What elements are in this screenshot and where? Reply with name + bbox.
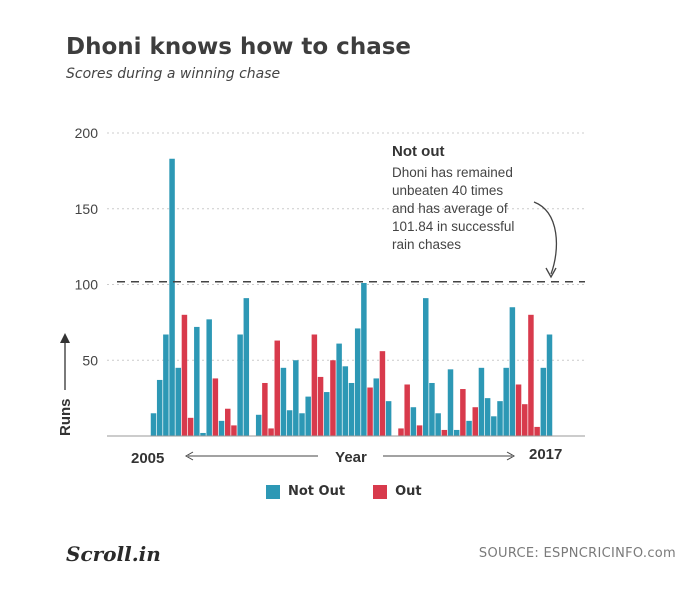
bar-15 xyxy=(243,298,250,436)
bar-35 xyxy=(367,387,373,436)
bar-61 xyxy=(528,314,534,436)
y-tick-labels: 50 100 150 200 xyxy=(75,125,99,368)
bar-7 xyxy=(194,326,200,436)
bar-55 xyxy=(491,416,497,436)
bar-25 xyxy=(305,396,311,436)
bar-53 xyxy=(478,367,485,436)
bar-layer xyxy=(150,158,553,437)
annotation-title: Not out xyxy=(392,143,444,160)
brand-logo: Scroll.in xyxy=(66,542,161,566)
legend-swatch-not-out xyxy=(266,484,280,499)
bar-20 xyxy=(274,340,280,436)
bar-28 xyxy=(324,392,330,436)
bar-8 xyxy=(200,432,206,436)
bar-29 xyxy=(330,360,336,436)
bar-52 xyxy=(472,407,478,436)
bar-0 xyxy=(150,413,157,436)
legend-swatch-out xyxy=(373,484,388,499)
source-note: SOURCE: ESPNCRICINFO.com xyxy=(478,546,676,561)
bar-63 xyxy=(540,367,547,436)
bar-47 xyxy=(441,429,448,436)
bar-36 xyxy=(373,378,379,436)
y-axis-arrowhead xyxy=(60,333,70,343)
y-tick-label-200: 200 xyxy=(75,125,99,141)
legend-label-not-out: Not Out xyxy=(288,484,346,499)
bar-37 xyxy=(379,351,386,436)
annotation-line-4: 101.84 in successful xyxy=(392,219,514,234)
x-axis-arrowhead-left xyxy=(184,451,194,461)
bar-48 xyxy=(447,369,454,436)
bar-59 xyxy=(515,384,522,436)
y-tick-label-50: 50 xyxy=(82,352,98,368)
y-tick-label-100: 100 xyxy=(75,277,99,293)
bar-30 xyxy=(336,343,342,436)
bar-22 xyxy=(286,410,293,436)
bar-49 xyxy=(453,429,460,436)
x-axis-label: Year xyxy=(335,449,367,466)
chart-subtitle: Scores during a winning chase xyxy=(66,66,281,82)
bar-40 xyxy=(398,428,404,436)
bar-51 xyxy=(466,420,472,436)
bar-4 xyxy=(175,367,181,436)
bar-43 xyxy=(416,425,423,436)
bar-19 xyxy=(268,428,274,436)
bar-44 xyxy=(423,298,429,436)
bar-9 xyxy=(206,319,212,436)
bar-42 xyxy=(410,407,417,436)
bar-17 xyxy=(255,414,262,436)
bar-2 xyxy=(163,334,169,436)
bar-34 xyxy=(361,282,367,436)
bar-3 xyxy=(169,158,175,436)
bar-38 xyxy=(385,401,392,436)
y-tick-label-150: 150 xyxy=(75,201,99,217)
bar-21 xyxy=(280,367,287,436)
legend-item-not-out: Not Out xyxy=(266,484,345,499)
x-end-label: 2017 xyxy=(529,446,562,463)
bar-31 xyxy=(342,366,349,436)
bar-45 xyxy=(429,382,435,436)
bar-56 xyxy=(497,401,503,436)
bar-14 xyxy=(237,334,243,436)
bar-1 xyxy=(156,379,163,436)
annotation-arrow xyxy=(533,201,558,275)
legend-label-out: Out xyxy=(395,484,422,499)
bar-57 xyxy=(503,367,509,436)
chart-title: Dhoni knows how to chase xyxy=(66,34,411,60)
bar-32 xyxy=(348,382,355,436)
bar-58 xyxy=(509,307,516,436)
bar-12 xyxy=(225,408,231,436)
bar-60 xyxy=(522,404,528,436)
annotation-line-5: rain chases xyxy=(392,237,461,252)
bar-18 xyxy=(262,382,268,436)
legend-item-out: Out xyxy=(373,484,422,499)
bar-54 xyxy=(484,398,491,437)
x-axis-arrowhead-right xyxy=(506,451,516,461)
bar-5 xyxy=(181,314,188,436)
bar-6 xyxy=(187,417,194,436)
bar-46 xyxy=(435,413,441,436)
bar-26 xyxy=(311,334,318,436)
annotation-arrowhead xyxy=(545,267,557,279)
bar-23 xyxy=(293,360,299,436)
y-axis-label-group: Runs xyxy=(57,399,74,437)
bar-10 xyxy=(212,378,219,436)
bar-33 xyxy=(354,328,361,436)
annotation-line-1: Dhoni has remained xyxy=(392,165,513,180)
bar-64 xyxy=(546,334,553,436)
annotation-line-2: unbeaten 40 times xyxy=(392,183,503,198)
bar-62 xyxy=(534,426,540,436)
y-axis-label: Runs xyxy=(57,399,74,437)
annotation-line-3: and has average of xyxy=(392,201,508,216)
bar-11 xyxy=(218,420,225,436)
bar-27 xyxy=(317,376,324,436)
bar-13 xyxy=(231,425,237,436)
bar-41 xyxy=(404,384,410,436)
x-start-label: 2005 xyxy=(131,450,164,467)
bar-24 xyxy=(299,413,305,436)
legend: Not Out Out xyxy=(266,484,450,499)
bar-50 xyxy=(460,389,466,436)
